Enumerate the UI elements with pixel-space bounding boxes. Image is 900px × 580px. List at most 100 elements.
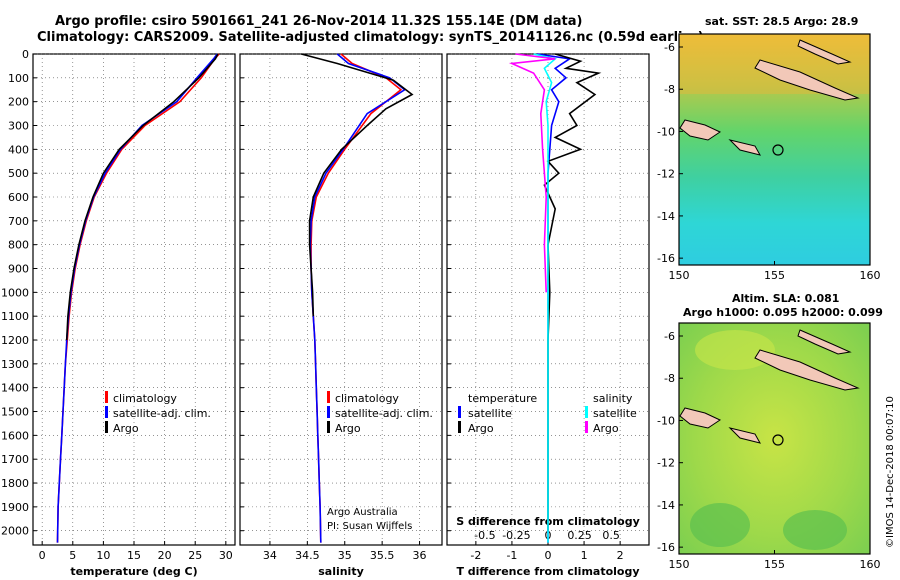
lat-tick-label: -16	[657, 252, 675, 265]
depth-tick-label: 1300	[1, 358, 29, 371]
lat-tick-label: -16	[657, 541, 675, 554]
difference-legend: temperature satellite Argo salinity sate…	[458, 392, 637, 435]
series-line-salinity-argo	[508, 53, 556, 293]
sst-lat-ticks: -6 -8 -10 -12 -14 -16	[657, 41, 683, 265]
x2-tick-label: -0.5	[474, 529, 495, 542]
sst-island-land	[728, 139, 761, 156]
depth-tick-label: 400	[8, 143, 29, 156]
depth-tick-label: 1000	[1, 286, 29, 299]
lat-tick-label: -6	[664, 330, 675, 343]
x-tick-label: 20	[158, 549, 172, 562]
legend-swatch-climatology	[105, 391, 108, 403]
lat-tick-label: -10	[657, 125, 675, 138]
depth-tick-label: 800	[8, 239, 29, 252]
depth-tick-label: 1700	[1, 453, 29, 466]
depth-tick-label: 1200	[1, 334, 29, 347]
sla-low-1	[690, 503, 750, 547]
x-tick-label: 35	[338, 549, 352, 562]
legend-title-temperature: temperature	[468, 392, 537, 405]
legend-title-salinity: salinity	[593, 392, 633, 405]
lat-tick-label: -12	[657, 457, 675, 470]
lat-tick-label: -12	[657, 168, 675, 181]
legend-swatch-s-argo	[585, 421, 588, 433]
depth-axis: 0 100 200 300 400 500 600 700 800 900 1000 1100 1200…	[1, 48, 29, 538]
lon-tick-label: 155	[764, 558, 785, 571]
salinity-legend: climatology satellite-adj. clim. Argo Ar…	[327, 391, 433, 532]
depth-tick-label: 100	[8, 72, 29, 85]
x-tick-label: 15	[127, 549, 141, 562]
legend-label: Argo	[468, 422, 494, 435]
sla-peninsula-land	[679, 407, 722, 429]
legend-swatch-t-satellite	[458, 406, 461, 418]
title-line-1: Argo profile: csiro 5901661_241 26-Nov-2…	[55, 14, 582, 29]
series-line-salinity-satellite	[533, 53, 557, 543]
depth-tick-label: 1400	[1, 382, 29, 395]
depth-tick-label: 1100	[1, 310, 29, 323]
legend-label: satellite-adj. clim.	[335, 407, 433, 420]
depth-tick-label: 1600	[1, 429, 29, 442]
x2-tick-label: 0.25	[567, 529, 592, 542]
legend-swatch-satellite	[105, 406, 108, 418]
x-axis-label: T difference from climatology	[456, 565, 639, 578]
sst-new-guinea-land	[754, 59, 860, 101]
lon-tick-label: 160	[860, 558, 881, 571]
depth-tick-label: 500	[8, 167, 29, 180]
depth-tick-label: 900	[8, 263, 29, 276]
depth-tick-label: 200	[8, 96, 29, 109]
x-tick-label: 34	[263, 549, 277, 562]
depth-tick-label: 1500	[1, 406, 29, 419]
title-line-2: Climatology: CARS2009. Satellite-adjuste…	[37, 30, 704, 45]
sla-island-land	[728, 427, 761, 444]
legend-label: satellite	[593, 407, 637, 420]
sla-high-1	[695, 330, 775, 370]
legend-swatch-s-satellite	[585, 406, 588, 418]
sst-peninsula-land	[679, 119, 722, 141]
depth-tick-label: 300	[8, 120, 29, 133]
sst-map-title: sat. SST: 28.5 Argo: 28.9	[705, 15, 858, 28]
lat-tick-label: -14	[657, 210, 675, 223]
legend-label: Argo	[335, 422, 361, 435]
depth-tick-label: 1900	[1, 501, 29, 514]
x-axis-label: temperature (deg C)	[70, 565, 197, 578]
difference-panel: -2 -1 0 1 2-0.5 -0.25 0 0.25 0.5S difference fro…	[446, 53, 650, 578]
lon-tick-label: 160	[860, 269, 881, 282]
depth-tick-label: 700	[8, 215, 29, 228]
depth-tick-label: 600	[8, 191, 29, 204]
x-tick-label: 2	[617, 549, 624, 562]
legend-label: satellite-adj. clim.	[113, 407, 211, 420]
legend-label: climatology	[113, 392, 177, 405]
legend-swatch-climatology	[327, 391, 330, 403]
x2-tick-label: -0.25	[502, 529, 530, 542]
temperature-legend: climatology satellite-adj. clim. Argo	[105, 391, 211, 435]
x-tick-label: 25	[188, 549, 202, 562]
x-axis-label: salinity	[318, 565, 364, 578]
sla-new-britain-land	[797, 329, 852, 355]
sst-argo-marker	[772, 144, 784, 156]
x-tick-label: 5	[69, 549, 76, 562]
x-tick-label: 1	[581, 549, 588, 562]
sla-low-2	[783, 510, 847, 550]
credit-line-2: PI: Susan Wijffels	[327, 521, 412, 532]
x-tick-label: 35.5	[370, 549, 395, 562]
lon-tick-label: 150	[669, 558, 690, 571]
lat-tick-label: -8	[664, 83, 675, 96]
salinity-panel: 34 34.5 35 35.5 36 salinity	[239, 53, 443, 578]
sla-lat-ticks: -6 -8 -10 -12 -14 -16	[657, 330, 683, 554]
sst-lon-ticks: 150 155 160	[669, 261, 881, 282]
legend-label: Argo	[593, 422, 619, 435]
depth-tick-label: 1800	[1, 477, 29, 490]
plot-frame	[239, 53, 443, 546]
depth-tick-label: 0	[22, 48, 29, 61]
x-tick-label: 10	[96, 549, 110, 562]
x-tick-label: 0	[39, 549, 46, 562]
x-tick-label: -2	[470, 549, 481, 562]
sla-map-title: Altim. SLA: 0.081	[732, 292, 839, 305]
lon-tick-label: 155	[764, 269, 785, 282]
sla-map-subtitle: Argo h1000: 0.095 h2000: 0.099	[683, 306, 883, 319]
sla-lon-ticks: 150 155 160	[669, 550, 881, 571]
lat-tick-label: -6	[664, 41, 675, 54]
x-tick-label: 36	[413, 549, 427, 562]
x2-tick-label: 0.5	[602, 529, 620, 542]
watermark: ©IMOS 14-Dec-2018 00:07:10	[885, 396, 896, 548]
